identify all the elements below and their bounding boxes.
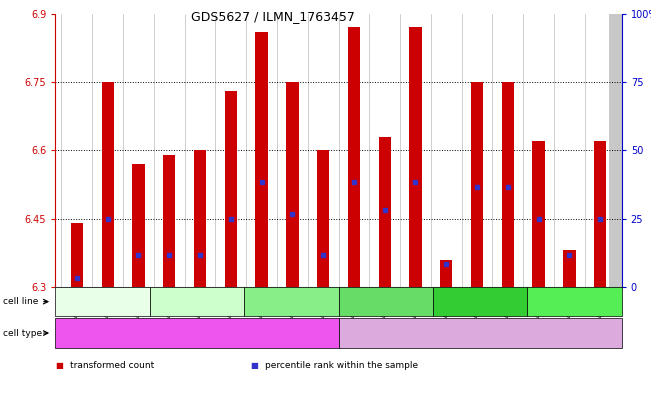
Text: SU8686: SU8686 [368, 297, 404, 306]
Bar [286, 82, 299, 287]
Bar [317, 151, 329, 287]
Text: MiaPaCa2: MiaPaCa2 [458, 297, 502, 306]
Text: cell type: cell type [3, 329, 42, 338]
Bar [163, 155, 175, 287]
Bar [378, 137, 391, 287]
Text: cell line: cell line [3, 297, 38, 306]
Bar [502, 82, 514, 287]
Bar [409, 28, 422, 287]
Text: transformed count: transformed count [70, 361, 154, 370]
Text: Panc1005: Panc1005 [270, 297, 313, 306]
Text: ■: ■ [55, 361, 63, 370]
Bar [348, 28, 360, 287]
Text: Panc1: Panc1 [561, 297, 588, 306]
Bar [102, 82, 114, 287]
Text: dasatinib-resistant pancreatic cancer cells: dasatinib-resistant pancreatic cancer ce… [384, 329, 576, 338]
Text: GDS5627 / ILMN_1763457: GDS5627 / ILMN_1763457 [191, 10, 355, 23]
Text: Panc0504: Panc0504 [175, 297, 219, 306]
Text: ■: ■ [251, 361, 258, 370]
Text: percentile rank within the sample: percentile rank within the sample [265, 361, 418, 370]
Bar [194, 151, 206, 287]
Bar [255, 32, 268, 287]
Text: Panc0403: Panc0403 [81, 297, 124, 306]
Bar [225, 91, 237, 287]
Bar [594, 141, 606, 287]
Bar [132, 164, 145, 287]
Bar [71, 223, 83, 287]
Bar [440, 259, 452, 287]
Bar [563, 250, 575, 287]
Bar [471, 82, 483, 287]
Text: dasatinib-sensitive pancreatic cancer cells: dasatinib-sensitive pancreatic cancer ce… [100, 329, 294, 338]
Bar [533, 141, 545, 287]
